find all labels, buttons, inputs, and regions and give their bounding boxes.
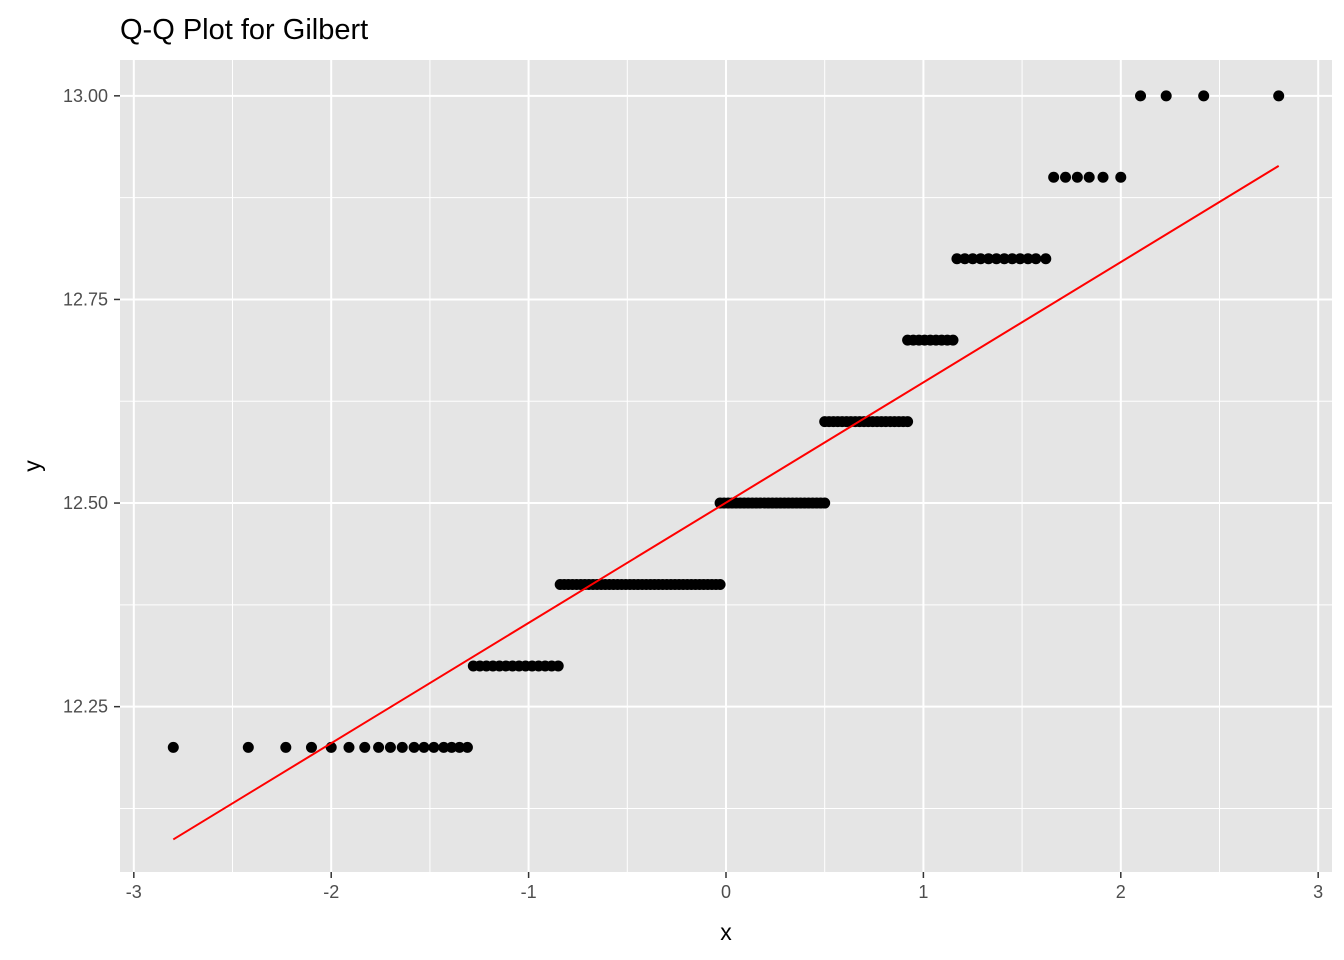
data-point (1273, 90, 1285, 102)
data-point (418, 741, 430, 753)
data-point (1048, 171, 1060, 183)
x-tick-label: -1 (521, 882, 537, 902)
y-tick-label: 12.75 (63, 289, 108, 309)
data-point (1022, 253, 1034, 265)
data-point (446, 741, 458, 753)
data-point (990, 253, 1002, 265)
x-tick-label: 1 (918, 882, 928, 902)
y-axis-title: y (19, 460, 45, 472)
data-point (1071, 171, 1083, 183)
data-point (438, 741, 450, 753)
y-tick-label: 12.25 (63, 697, 108, 717)
data-point (1083, 171, 1095, 183)
data-point (454, 741, 466, 753)
data-point (714, 579, 726, 591)
data-point (396, 741, 408, 753)
data-point (552, 660, 564, 672)
data-point (359, 741, 371, 753)
y-tick-label: 13.00 (63, 86, 108, 106)
data-point (373, 741, 385, 753)
x-tick-label: 3 (1313, 882, 1323, 902)
data-point (947, 334, 959, 346)
data-point (1040, 253, 1052, 265)
data-point (1006, 253, 1018, 265)
data-point (428, 741, 440, 753)
data-point (983, 253, 995, 265)
data-point (975, 253, 987, 265)
data-point (384, 741, 396, 753)
data-point (998, 253, 1010, 265)
data-point (167, 741, 179, 753)
data-point (1198, 90, 1210, 102)
reference-line (172, 165, 1280, 841)
data-point (408, 741, 420, 753)
x-tick-label: -2 (323, 882, 339, 902)
data-point (242, 741, 254, 753)
data-point (902, 416, 914, 428)
data-point (959, 253, 971, 265)
data-point (1115, 171, 1127, 183)
data-point (1014, 253, 1026, 265)
y-tick-label: 12.50 (63, 493, 108, 513)
data-point (967, 253, 979, 265)
chart-title: Q-Q Plot for Gilbert (120, 14, 368, 46)
data-point (280, 741, 292, 753)
x-tick-label: 0 (721, 882, 731, 902)
data-point (1135, 90, 1147, 102)
data-point (1097, 171, 1109, 183)
data-point (819, 497, 831, 509)
data-point (1060, 171, 1072, 183)
data-point (461, 741, 473, 753)
data-point (951, 253, 963, 265)
data-point (1160, 90, 1172, 102)
data-point (1030, 253, 1042, 265)
x-tick-label: 2 (1116, 882, 1126, 902)
data-point (343, 741, 355, 753)
y-axis: 12.25 12.50 12.75 13.00 (63, 86, 120, 717)
x-axis-title: x (720, 919, 732, 945)
x-axis: -3 -2 -1 0 1 2 3 (126, 872, 1323, 902)
data-points (167, 90, 1285, 753)
x-tick-label: -3 (126, 882, 142, 902)
data-point (305, 741, 317, 753)
